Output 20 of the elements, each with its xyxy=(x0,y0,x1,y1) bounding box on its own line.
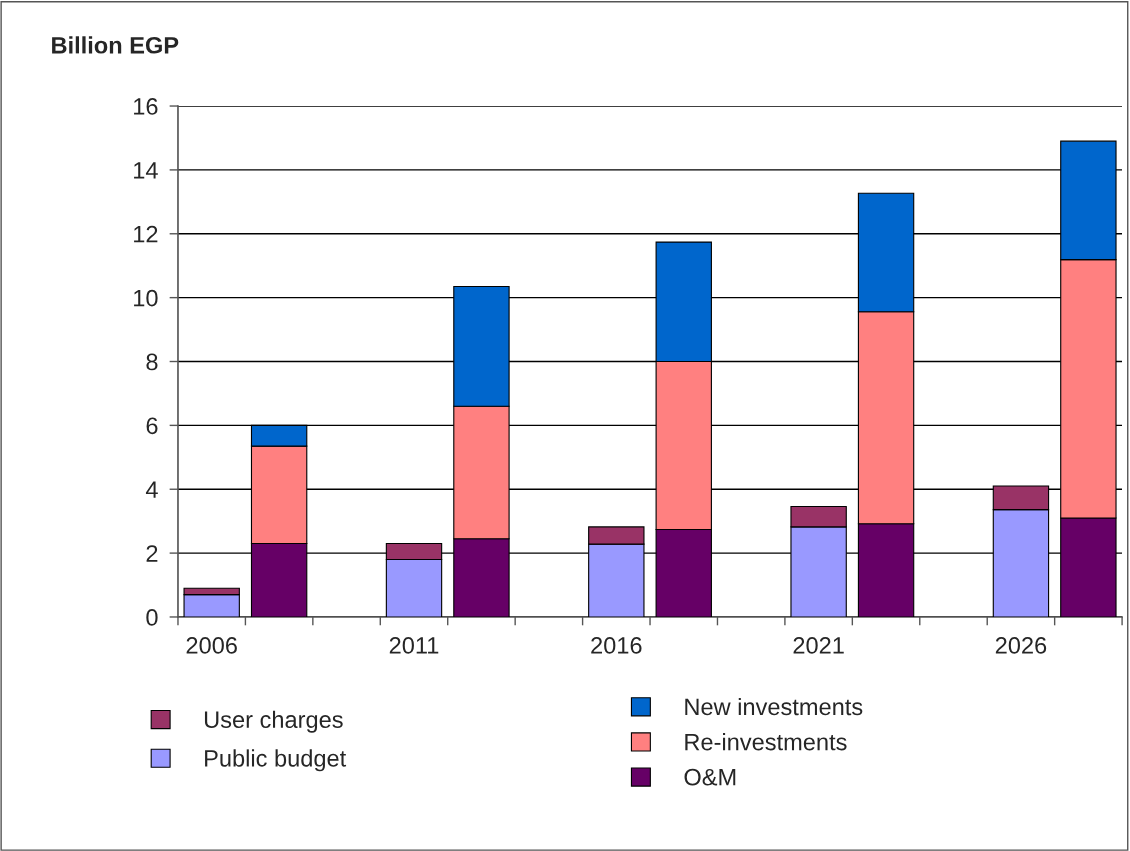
x-tick-label: 2011 xyxy=(389,637,439,654)
x-tick-label: 2026 xyxy=(995,637,1047,654)
legend-label: Re-investments xyxy=(685,733,847,751)
y-tick-label: 6 xyxy=(146,417,158,435)
y-tick-label: 12 xyxy=(134,225,158,243)
legend-label: User charges xyxy=(204,710,343,733)
legend-label: New investments xyxy=(685,697,863,716)
y-tick-label: 4 xyxy=(145,481,158,498)
legend-label: Public budget xyxy=(205,749,347,772)
y-tick-label: 0 xyxy=(146,609,158,626)
legend-label: O&M xyxy=(684,768,736,786)
y-tick-label: 2 xyxy=(146,545,158,562)
y-tick-label: 14 xyxy=(134,162,158,179)
x-tick-label: 2016 xyxy=(591,637,642,654)
x-tick-label: 2021 xyxy=(793,637,844,654)
y-axis-title: Billion EGP xyxy=(52,36,179,54)
y-tick-label: 8 xyxy=(146,353,158,371)
y-tick-label: 10 xyxy=(134,289,158,307)
y-tick-label: 16 xyxy=(134,98,158,115)
x-tick-label: 2006 xyxy=(186,637,237,654)
